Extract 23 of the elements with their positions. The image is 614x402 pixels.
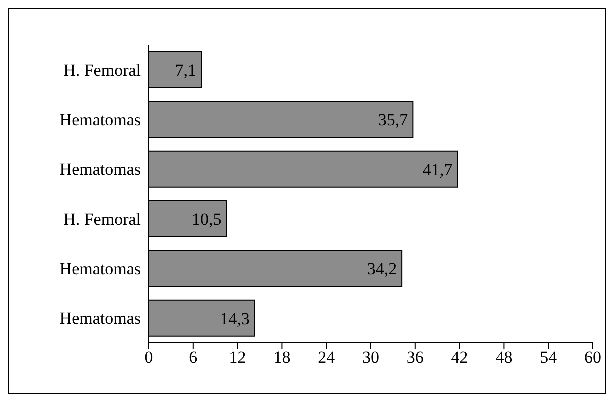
x-tick-label: 48 [496, 348, 513, 368]
y-tick-label: Hematomas [60, 160, 141, 180]
x-tick-label: 24 [318, 348, 336, 368]
x-tick-label: 42 [451, 348, 468, 368]
y-tick-label: H. Femoral [64, 210, 142, 229]
x-tick-label: 12 [229, 348, 246, 368]
data-label: 34,2 [367, 260, 398, 279]
y-tick-label: Hematomas [60, 110, 141, 130]
y-tick-label: Hematomas [60, 309, 141, 328]
x-tick-label: 60 [584, 348, 602, 368]
x-tick-label: 0 [144, 348, 154, 368]
y-tick-label: H. Femoral [64, 60, 142, 80]
x-tick-label: 18 [274, 348, 291, 368]
data-label: 14,3 [220, 309, 250, 328]
data-label: 7,1 [175, 61, 197, 80]
x-tick-label: 6 [189, 348, 198, 368]
x-tick-label: 30 [362, 348, 380, 368]
x-tick-label: 54 [540, 348, 558, 368]
data-label: 35,7 [378, 110, 409, 130]
data-label: 41,7 [422, 160, 454, 180]
data-label: 10,5 [192, 210, 222, 230]
x-tick-label: 36 [406, 348, 424, 368]
y-tick-label: Hematomas [60, 260, 141, 279]
